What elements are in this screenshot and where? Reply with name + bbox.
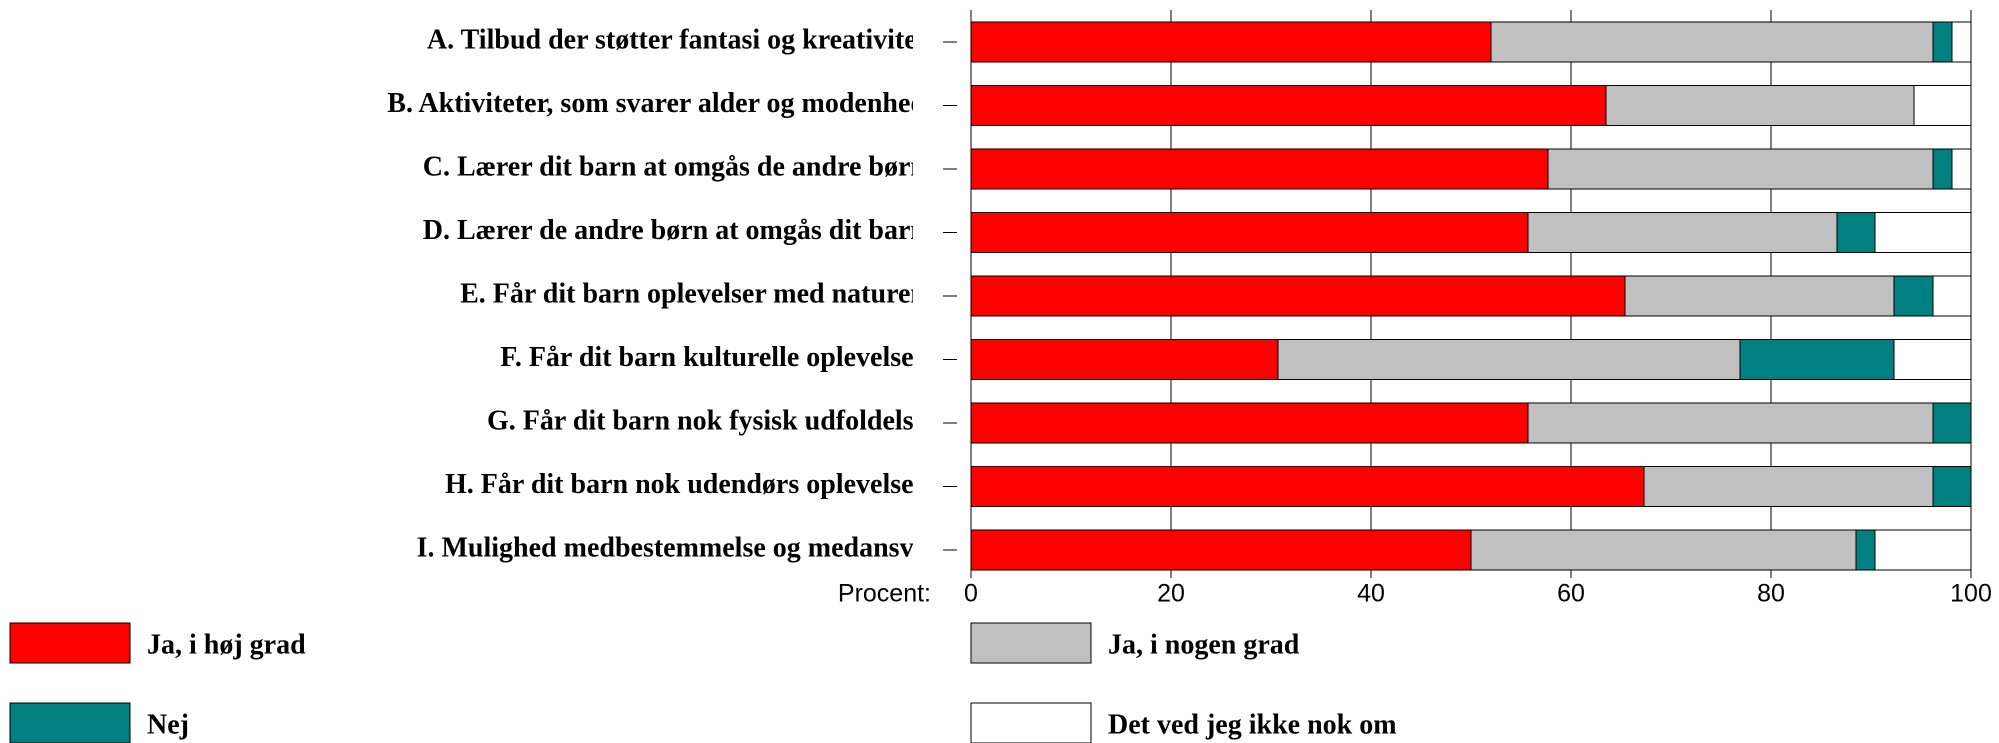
category-label: E. Får dit barn oplevelser med naturen?	[460, 278, 940, 309]
bar-segment	[1855, 529, 1876, 571]
bar-segment	[1874, 212, 1972, 253]
bar-segment	[1527, 402, 1934, 444]
category-label: I. Mulighed medbestemmelse og medansvar	[417, 532, 940, 563]
bar-segment	[970, 275, 1626, 317]
category-label: H. Får dit barn nok udendørs oplevelser?	[445, 469, 940, 500]
bar-segment	[1739, 339, 1895, 380]
bar-segment	[1643, 466, 1934, 507]
bar-segment	[1527, 212, 1838, 253]
labels: A. Tilbud der støtter fantasi og kreativ…	[387, 24, 940, 563]
x-tick-label: 20	[1157, 580, 1185, 608]
bar-segment	[970, 148, 1549, 190]
bar-segment	[970, 466, 1645, 507]
category-label: B. Aktiviteter, som svarer alder og mode…	[387, 88, 940, 119]
bar-segment	[1932, 466, 1972, 507]
x-tick-label: 100	[1950, 580, 1992, 608]
bar-segment	[1932, 21, 1953, 63]
legend-swatch	[9, 702, 131, 743]
bar-segment	[1932, 148, 1953, 190]
category-label: G. Får dit barn nok fysisk udfoldelse?	[487, 405, 940, 436]
bar-segment	[1893, 339, 1972, 380]
bar-segment	[970, 339, 1279, 380]
bar-segment	[1490, 21, 1934, 63]
x-tick-label: 0	[964, 580, 978, 608]
bar-segment	[1874, 529, 1972, 571]
legend-label: Ja, i høj grad	[147, 629, 306, 660]
category-label: D. Lærer de andre børn at omgås dit barn…	[423, 215, 940, 246]
bar-segment	[1624, 275, 1895, 317]
bar-segment	[1605, 85, 1915, 126]
legend-label: Nej	[147, 709, 189, 740]
bar-segment	[1277, 339, 1741, 380]
bar-segment	[1547, 148, 1934, 190]
category-label: F. Får dit barn kulturelle oplevelser?	[500, 342, 940, 373]
x-tick-label: 80	[1757, 580, 1785, 608]
bar-segment	[1470, 529, 1857, 571]
bar-segment	[1932, 275, 1972, 317]
legend-label: Det ved jeg ikke nok om	[1108, 709, 1397, 740]
legend-swatch	[970, 622, 1092, 664]
legend-label: Ja, i nogen grad	[1108, 629, 1300, 660]
x-tick-label: 60	[1557, 580, 1585, 608]
category-label: A. Tilbud der støtter fantasi og kreativ…	[427, 24, 940, 55]
bar-segment	[1951, 21, 1972, 63]
bar-segment	[1932, 402, 1972, 444]
bar-segment	[970, 212, 1529, 253]
x-tick-label: 40	[1357, 580, 1385, 608]
bar-segment	[970, 529, 1472, 571]
category-label: C. Lærer dit barn at omgås de andre børn…	[423, 151, 940, 182]
bar-segment	[970, 21, 1492, 63]
bar-segment	[970, 402, 1529, 444]
bar-segment	[1893, 275, 1934, 317]
bar-segment	[1836, 212, 1876, 253]
legend-swatch	[9, 622, 131, 664]
x-axis-label: Procent:	[838, 580, 931, 608]
bar-segment	[970, 85, 1607, 126]
bar-segment	[1913, 85, 1972, 126]
legend-swatch	[970, 702, 1092, 743]
bar-segment	[1951, 148, 1972, 190]
